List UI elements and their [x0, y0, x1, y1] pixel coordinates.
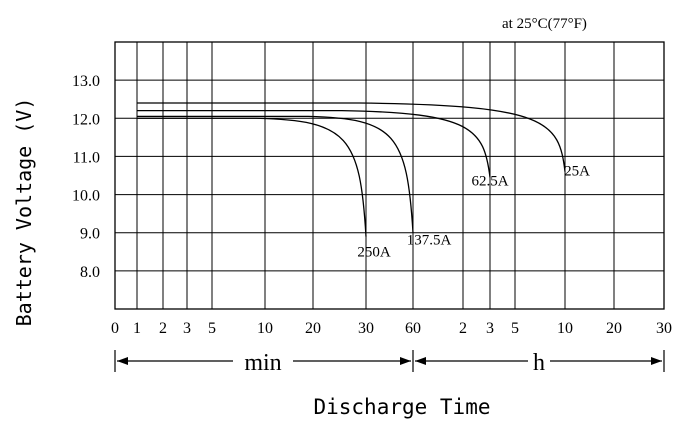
y-tick-label: 10.0 [72, 188, 100, 205]
grid [115, 42, 664, 309]
x-tick-label: 60 [405, 320, 421, 337]
series-label-62.5A: 62.5A [471, 173, 508, 189]
x-tick-label: 20 [606, 320, 622, 337]
x-tick-label: 1 [133, 320, 141, 337]
series-label-250A: 250A [357, 245, 391, 261]
x-tick-label: 3 [183, 320, 191, 337]
plot-frame [114, 41, 665, 310]
series-label-25A: 25A [564, 164, 590, 180]
x-tick-label: 10 [257, 320, 273, 337]
series-line-250A [137, 117, 367, 237]
series-line-137.5A [137, 115, 414, 233]
x-ticks: 0 1 2 3 5 10 20 30 60 2 3 5 10 20 30 [111, 320, 672, 337]
series-label-137.5A: 137.5A [407, 233, 452, 249]
y-tick-label: 12.0 [72, 111, 100, 128]
condition-note: at 25°C(77°F) [502, 16, 587, 32]
y-tick-label: 9.0 [80, 226, 100, 243]
x-tick-label: 5 [511, 320, 519, 337]
y-tick-label: 8.0 [80, 264, 100, 281]
series-line-62.5A [137, 110, 491, 178]
curves [137, 102, 566, 237]
x-tick-label: 30 [358, 320, 374, 337]
y-ticks: 13.0 12.0 11.0 10.0 9.0 8.0 [72, 73, 100, 281]
h-arrow-left-head [415, 357, 426, 365]
x-tick-label: 20 [305, 320, 321, 337]
series-labels: 250A 137.5A 62.5A 25A [357, 164, 590, 261]
y-tick-label: 11.0 [73, 149, 100, 166]
time-scale-arrows: min h [114, 350, 665, 376]
y-tick-label: 13.0 [72, 73, 100, 90]
x-tick-label: 5 [208, 320, 216, 337]
x-tick-label: 2 [159, 320, 167, 337]
h-arrow-right-head [651, 357, 662, 365]
x-tick-label: 30 [656, 320, 672, 337]
x-axis-label: Discharge Time [313, 395, 490, 419]
h-label: h [533, 350, 545, 376]
min-label: min [244, 350, 281, 376]
min-arrow-right-head [400, 357, 411, 365]
min-arrow-left-head [117, 357, 128, 365]
x-tick-label: 0 [111, 320, 119, 337]
x-tick-label: 10 [557, 320, 573, 337]
x-tick-label: 2 [459, 320, 467, 337]
series-line-25A [137, 102, 566, 172]
y-axis-label: Battery Voltage (V) [12, 98, 36, 327]
x-tick-label: 3 [486, 320, 494, 337]
